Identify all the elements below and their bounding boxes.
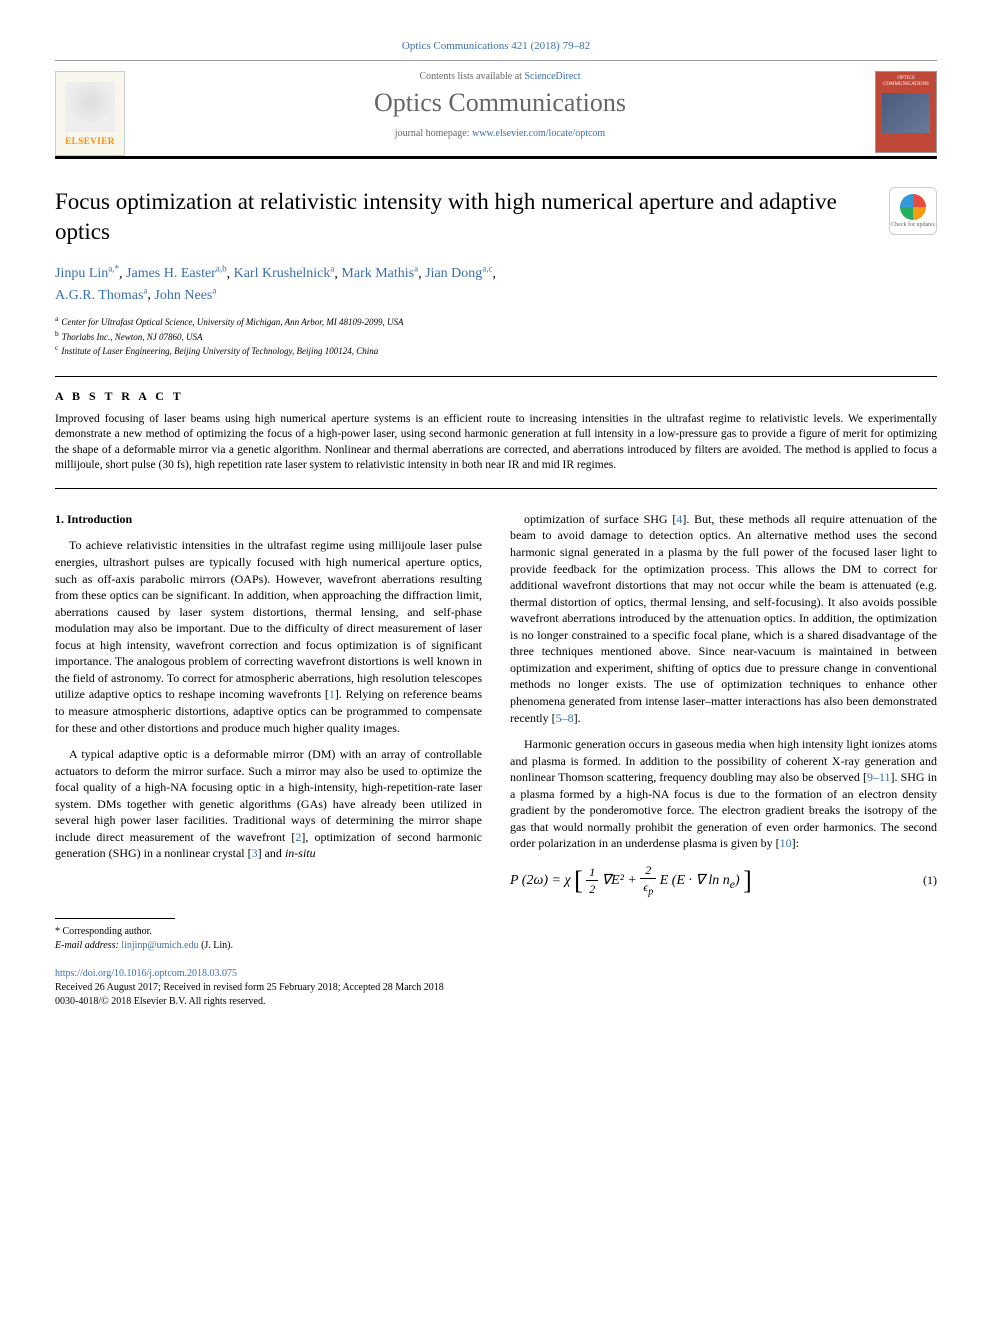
affiliation: aCenter for Ultrafast Optical Science, U… xyxy=(55,314,937,329)
email-author: (J. Lin). xyxy=(201,940,233,951)
aff-text: Thorlabs Inc., Newton, NJ 07860, USA xyxy=(62,332,203,342)
aff-text: Institute of Laser Engineering, Beijing … xyxy=(61,346,378,356)
citation-link[interactable]: Optics Communications 421 (2018) 79–82 xyxy=(402,40,590,52)
paragraph: Harmonic generation occurs in gaseous me… xyxy=(510,736,937,852)
contents-line: Contents lists available at ScienceDirec… xyxy=(125,71,875,82)
paragraph: To achieve relativistic intensities in t… xyxy=(55,537,482,736)
author: John Neesa xyxy=(154,288,216,303)
author-aff: a,* xyxy=(108,264,119,274)
author-aff: a xyxy=(212,285,216,295)
author: Mark Mathisa xyxy=(341,266,418,281)
fraction: 12 xyxy=(586,864,598,898)
journal-cover-thumbnail[interactable]: OPTICS COMMUNICATIONS xyxy=(875,71,937,153)
eq-lhs: P (2ω) = χ xyxy=(510,873,571,888)
author: Jian Donga,c xyxy=(425,266,492,281)
para-text: Harmonic generation occurs in gaseous me… xyxy=(510,737,937,850)
email-label: E-mail address: xyxy=(55,940,119,951)
masthead-center: Contents lists available at ScienceDirec… xyxy=(125,71,875,151)
author-link[interactable]: Karl Krushelnick xyxy=(234,266,331,281)
homepage-prefix: journal homepage: xyxy=(395,128,472,139)
sciencedirect-link[interactable]: ScienceDirect xyxy=(524,71,580,82)
corresponding-author: * Corresponding author. xyxy=(55,925,937,939)
abstract-label: A B S T R A C T xyxy=(55,389,937,404)
fraction: 2ϵp xyxy=(640,862,656,900)
email-line: E-mail address: linjinp@umich.edu (J. Li… xyxy=(55,939,937,953)
author: Karl Krushelnicka xyxy=(234,266,335,281)
article-info: https://doi.org/10.1016/j.optcom.2018.03… xyxy=(55,967,937,1009)
article-title: Focus optimization at relativistic inten… xyxy=(55,187,869,247)
para-text: A typical adaptive optic is a deformable… xyxy=(55,747,482,860)
author: Jinpu Lina,* xyxy=(55,266,119,281)
aff-text: Center for Ultrafast Optical Science, Un… xyxy=(61,317,403,327)
author-link[interactable]: Mark Mathis xyxy=(341,266,414,281)
author-link[interactable]: John Nees xyxy=(154,288,212,303)
aff-key: b xyxy=(55,329,59,338)
equation-body: P (2ω) = χ [ 12 ∇E² + 2ϵp E (E · ∇ ln ne… xyxy=(510,862,923,900)
cover-image-icon xyxy=(882,93,930,133)
equation-1: P (2ω) = χ [ 12 ∇E² + 2ϵp E (E · ∇ ln ne… xyxy=(510,862,937,900)
article-dates: Received 26 August 2017; Received in rev… xyxy=(55,981,937,995)
section-heading: 1. Introduction xyxy=(55,511,482,528)
author-link[interactable]: Jinpu Lin xyxy=(55,266,108,281)
author-aff: a xyxy=(143,285,147,295)
author-link[interactable]: Jian Dong xyxy=(425,266,482,281)
publisher-name: ELSEVIER xyxy=(65,136,115,146)
copyright: 0030-4018/© 2018 Elsevier B.V. All right… xyxy=(55,995,937,1009)
header-citation: Optics Communications 421 (2018) 79–82 xyxy=(55,40,937,52)
journal-name: Optics Communications xyxy=(125,88,875,118)
para-text: To achieve relativistic intensities in t… xyxy=(55,538,482,734)
equation-number: (1) xyxy=(923,872,937,889)
author-link[interactable]: James H. Easter xyxy=(126,266,216,281)
footnotes: * Corresponding author. E-mail address: … xyxy=(55,925,937,953)
masthead: ELSEVIER Contents lists available at Sci… xyxy=(55,60,937,159)
homepage-link[interactable]: www.elsevier.com/locate/optcom xyxy=(472,128,605,139)
elsevier-tree-icon xyxy=(65,82,115,132)
paragraph: optimization of surface SHG [4]. But, th… xyxy=(510,511,937,726)
doi-link[interactable]: https://doi.org/10.1016/j.optcom.2018.03… xyxy=(55,968,237,979)
affiliation: bThorlabs Inc., Newton, NJ 07860, USA xyxy=(55,329,937,344)
author-aff: a,c xyxy=(482,264,492,274)
author-aff: a xyxy=(330,264,334,274)
body-columns: 1. Introduction To achieve relativistic … xyxy=(55,511,937,900)
homepage-line: journal homepage: www.elsevier.com/locat… xyxy=(125,128,875,139)
check-updates-label: Check for updates xyxy=(891,222,935,228)
abstract-text: Improved focusing of laser beams using h… xyxy=(55,412,937,474)
email-link[interactable]: linjinp@umich.edu xyxy=(121,940,198,951)
affiliation: cInstitute of Laser Engineering, Beijing… xyxy=(55,343,937,358)
footnote-rule xyxy=(55,918,175,919)
para-text: optimization of surface SHG [4]. But, th… xyxy=(510,512,937,725)
divider xyxy=(55,376,937,377)
crossmark-icon xyxy=(900,194,926,220)
author-aff: a xyxy=(414,264,418,274)
eq-rhs: E (E · ∇ ln ne) xyxy=(660,873,740,888)
aff-key: c xyxy=(55,343,58,352)
title-row: Focus optimization at relativistic inten… xyxy=(55,187,937,247)
author-link[interactable]: A.G.R. Thomas xyxy=(55,288,143,303)
author-list: Jinpu Lina,*, James H. Eastera,b, Karl K… xyxy=(55,263,937,306)
check-updates-button[interactable]: Check for updates xyxy=(889,187,937,235)
cover-title: OPTICS COMMUNICATIONS xyxy=(880,76,932,87)
paragraph: A typical adaptive optic is a deformable… xyxy=(55,746,482,862)
author: James H. Eastera,b xyxy=(126,266,227,281)
affiliation-list: aCenter for Ultrafast Optical Science, U… xyxy=(55,314,937,358)
eq-mid: ∇E² + xyxy=(602,873,637,888)
contents-prefix: Contents lists available at xyxy=(419,71,524,82)
aff-key: a xyxy=(55,314,58,323)
publisher-logo[interactable]: ELSEVIER xyxy=(55,71,125,156)
divider xyxy=(55,488,937,489)
author-aff: a,b xyxy=(216,264,227,274)
author: A.G.R. Thomasa xyxy=(55,288,147,303)
